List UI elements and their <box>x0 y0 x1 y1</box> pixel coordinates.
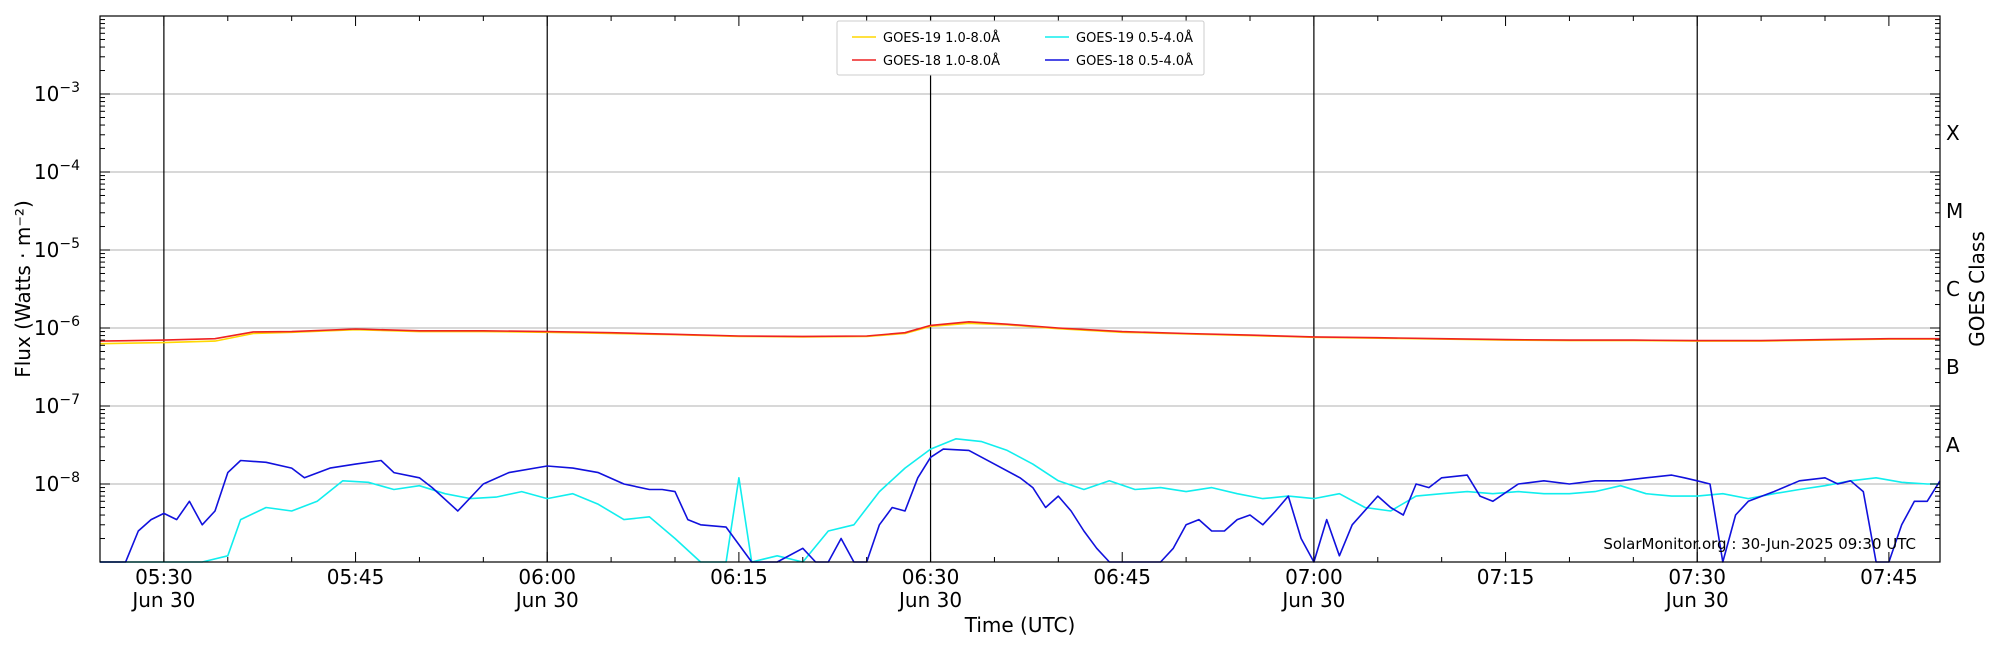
x-tick-label: 07:45 <box>1860 565 1918 589</box>
y-axis-title: Flux (Watts · m⁻²) <box>11 200 35 378</box>
x-tick-date-label: Jun 30 <box>514 588 579 612</box>
goes-class-label: M <box>1946 199 1963 223</box>
legend: GOES-19 1.0-8.0Å GOES-18 1.0-8.0Å GOES-19 … <box>836 20 1205 76</box>
x-tick-label: 05:30 <box>135 565 193 589</box>
x-tick-date-label: Jun 30 <box>1280 588 1345 612</box>
goes-class-label: A <box>1946 433 1960 457</box>
legend-label: GOES-19 1.0-8.0Å <box>883 30 1000 46</box>
legend-label: GOES-19 0.5-4.0Å <box>1076 30 1193 46</box>
goes-class-axis-title: GOES Class <box>1965 231 1989 347</box>
goes-class-label: B <box>1946 355 1960 379</box>
y-tick-label: 10−8 <box>34 470 80 496</box>
series-line <box>100 448 1941 563</box>
x-tick-label: 07:00 <box>1285 565 1343 589</box>
x-tick-label: 06:45 <box>1093 565 1151 589</box>
x-tick-date-label: Jun 30 <box>897 588 962 612</box>
legend-label: GOES-18 1.0-8.0Å <box>883 53 1000 69</box>
y-tick-label: 10−7 <box>34 392 80 418</box>
x-tick-label: 07:15 <box>1477 565 1535 589</box>
plot-frame <box>99 15 1941 563</box>
x-tick-date-label: Jun 30 <box>1664 588 1729 612</box>
x-tick-date-label: Jun 30 <box>130 588 195 612</box>
x-tick-label: 06:15 <box>710 565 768 589</box>
y-tick-label: 10−6 <box>34 314 80 340</box>
y-tick-label: 10−5 <box>34 236 80 262</box>
grid-layer <box>100 16 1940 562</box>
x-tick-label: 06:00 <box>518 565 576 589</box>
series-line <box>99 320 1940 342</box>
goes-class-label: C <box>1946 277 1960 301</box>
credit-text: SolarMonitor.org : 30-Jun-2025 09:30 UTC <box>1603 535 1916 553</box>
x-axis-title: Time (UTC) <box>964 613 1076 637</box>
legend-box <box>836 20 1205 76</box>
x-tick-label: 06:30 <box>902 565 960 589</box>
goes-class-label: X <box>1946 121 1960 145</box>
y-tick-label: 10−3 <box>34 80 80 106</box>
x-tick-label: 07:30 <box>1668 565 1726 589</box>
x-tick-label: 05:45 <box>327 565 385 589</box>
series-line <box>100 437 1940 563</box>
legend-label: GOES-18 0.5-4.0Å <box>1076 53 1193 69</box>
series-layer <box>99 320 1941 563</box>
y-tick-label: 10−4 <box>34 158 80 184</box>
